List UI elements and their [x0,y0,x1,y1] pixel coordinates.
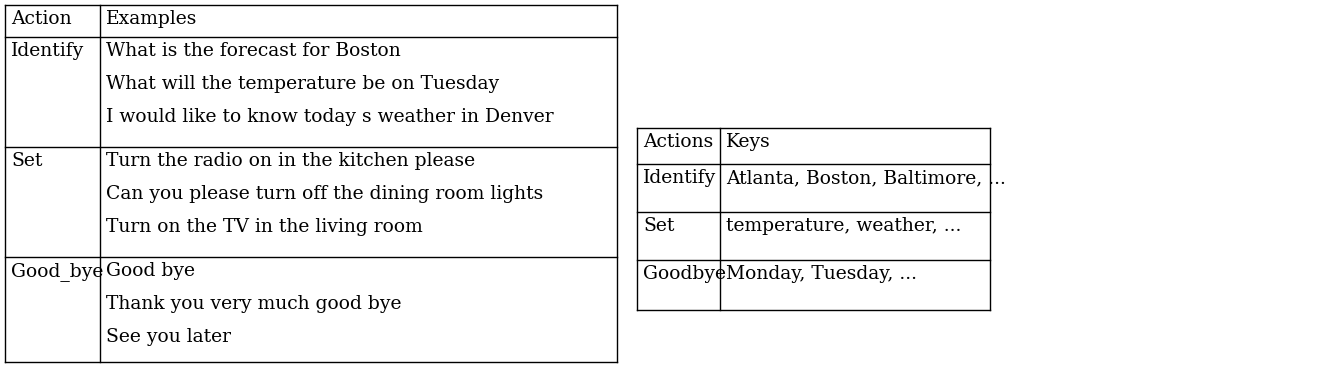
Text: Can you please turn off the dining room lights: Can you please turn off the dining room … [106,185,544,203]
Text: Action: Action [11,10,71,28]
Text: Examples: Examples [106,10,197,28]
Text: Good bye: Good bye [106,262,195,280]
Text: See you later: See you later [106,328,231,346]
Text: Set: Set [643,217,675,235]
Text: Identify: Identify [11,42,85,60]
Text: What will the temperature be on Tuesday: What will the temperature be on Tuesday [106,75,499,93]
Text: Atlanta, Boston, Baltimore, ...: Atlanta, Boston, Baltimore, ... [726,169,1006,187]
Text: Actions: Actions [643,133,713,151]
Text: temperature, weather, ...: temperature, weather, ... [726,217,961,235]
Text: Thank you very much good bye: Thank you very much good bye [106,295,401,313]
Text: What is the forecast for Boston: What is the forecast for Boston [106,42,401,60]
Text: Turn the radio on in the kitchen please: Turn the radio on in the kitchen please [106,152,475,170]
Text: Monday, Tuesday, ...: Monday, Tuesday, ... [726,265,917,283]
Text: Set: Set [11,152,43,170]
Text: Turn on the TV in the living room: Turn on the TV in the living room [106,218,423,236]
Text: Keys: Keys [726,133,770,151]
Text: Identify: Identify [643,169,717,187]
Text: Goodbye: Goodbye [643,265,726,283]
Text: Good_bye: Good_bye [11,262,103,281]
Text: I would like to know today s weather in Denver: I would like to know today s weather in … [106,108,554,126]
